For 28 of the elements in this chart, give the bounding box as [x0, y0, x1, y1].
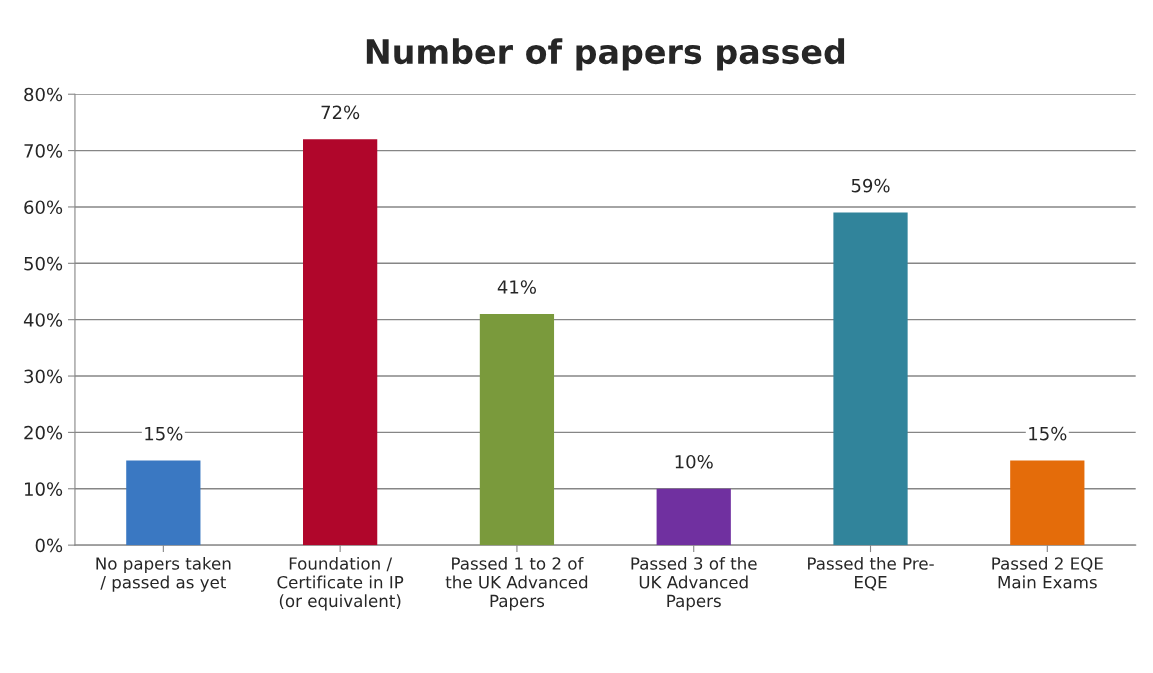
data-label: 10% — [675, 454, 713, 469]
data-label: 72% — [321, 105, 360, 120]
y-tick-label: 70% — [24, 144, 63, 158]
bar — [833, 212, 908, 546]
bar — [479, 314, 555, 546]
x-tick-label: No papers taken / passed as yet — [96, 556, 231, 592]
data-label: 59% — [851, 178, 890, 193]
y-tick-label: 30% — [24, 369, 63, 384]
x-tick-label: Passed 1 to 2 of the UK Advanced Papers — [445, 556, 588, 611]
y-tick-label: 0% — [35, 538, 63, 553]
bar — [1010, 460, 1085, 546]
x-tick-label: Passed the Pre- EQE — [808, 556, 934, 591]
y-tick-label: 40% — [23, 313, 63, 327]
chart-title: Number of papers passed — [366, 38, 845, 71]
y-tick-label: 10% — [24, 482, 63, 496]
bar — [126, 460, 201, 546]
y-tick-label: 20% — [24, 425, 63, 440]
data-label: 15% — [1029, 426, 1067, 441]
data-label: 15% — [145, 426, 183, 441]
x-tick-label: Foundation / Certificate in IP (or equivalent) — [277, 556, 404, 611]
bar — [656, 488, 731, 546]
data-label: 41% — [497, 280, 536, 294]
x-tick-label: Passed 3 of the UK Advanced Papers — [631, 556, 757, 611]
y-tick-label: 60% — [24, 200, 63, 215]
bar — [303, 139, 378, 546]
y-tick-label: 50% — [24, 256, 63, 271]
x-tick-label: Passed 2 EQE Main Exams — [992, 556, 1103, 589]
y-tick-label: 80% — [24, 87, 63, 102]
